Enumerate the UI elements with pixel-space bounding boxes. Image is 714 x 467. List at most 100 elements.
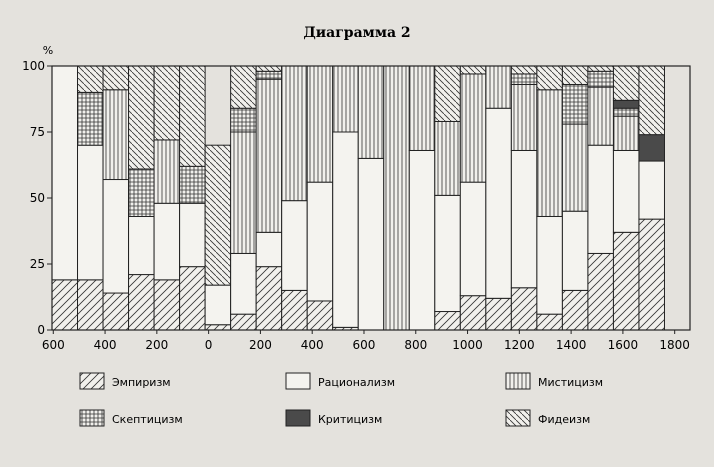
bar-segment-fideism [536, 65, 563, 91]
legend-label-criticism: Критицизм [318, 413, 382, 426]
bar-segment-empiricism [587, 252, 614, 331]
y-axis-label: % [43, 44, 53, 57]
bar-segment-fideism [128, 65, 155, 170]
bar-segment-fideism [153, 65, 181, 141]
bar-segment-mysticism [536, 89, 563, 217]
bar-segment-rationalism [128, 215, 155, 276]
bar-segment-fideism [230, 65, 257, 109]
bar-segment-empiricism [510, 287, 538, 331]
y-tick-label: 25 [30, 257, 45, 271]
x-tick-label: 800 [404, 338, 427, 352]
bar-segment-fideism [561, 65, 589, 85]
bar-segment-empiricism [536, 313, 563, 331]
bar-segment-fideism [102, 65, 130, 91]
x-tick-label: 400 [301, 338, 324, 352]
bar-segment-empiricism [51, 279, 79, 331]
bar-segment-empiricism [77, 279, 104, 331]
bar-segment-empiricism [459, 295, 487, 331]
bar-segment-mysticism [561, 123, 589, 212]
x-tick-label: 1800 [659, 338, 690, 352]
bar-segment-fideism [510, 65, 538, 75]
bar-segment-rationalism [255, 231, 283, 268]
bar-segment-skepticism [179, 165, 206, 204]
legend-swatch-empiricism [79, 372, 105, 390]
x-tick-label: 1600 [608, 338, 639, 352]
bar-segment-mysticism [434, 120, 461, 196]
bar-segment-empiricism [179, 266, 206, 331]
y-tick-label: 75 [30, 125, 45, 139]
bar-segment-empiricism [434, 311, 461, 331]
bar-segment-rationalism [434, 194, 461, 313]
x-tick-label: 600 [42, 338, 65, 352]
bar-segment-rationalism [485, 107, 512, 299]
bar-segment-mysticism [332, 65, 359, 133]
bar-segment-mysticism [230, 131, 257, 254]
bar-segment-fideism [255, 65, 283, 72]
bar-segment-rationalism [281, 200, 308, 291]
legend-label-rationalism: Рационализм [318, 376, 395, 389]
bar-segment-mysticism [306, 65, 334, 183]
bar-segment-empiricism [638, 218, 665, 331]
bar-segment-criticism [638, 134, 665, 162]
bar-segment-empiricism [612, 231, 640, 331]
bar-segment-mysticism [485, 65, 512, 109]
bar-segment-rationalism [77, 144, 104, 281]
x-tick-label: 1200 [504, 338, 535, 352]
bar-segment-mysticism [510, 83, 538, 151]
x-tick-label: 400 [94, 338, 117, 352]
bar-segment-skepticism [230, 107, 257, 133]
bar-segment-skepticism [587, 70, 614, 88]
bar-segment-rationalism [459, 181, 487, 297]
bar-segment-empiricism [306, 300, 334, 331]
axes-layer: 0 25 50 75 100 600 400 200 0 200 400 600 800 1000 1200… [22, 59, 691, 352]
bar-segment-skepticism [77, 91, 104, 146]
x-tick-label: 200 [249, 338, 272, 352]
bar-segment-fideism [587, 65, 614, 72]
bar-segment-rationalism [408, 149, 436, 331]
bar-segment-mysticism [587, 86, 614, 146]
bar-segment-fideism [459, 65, 487, 75]
bar-segment-rationalism [102, 179, 130, 294]
bar-segment-mysticism [102, 89, 130, 181]
y-tick-label: 100 [22, 59, 45, 73]
y-tick-label: 0 [37, 323, 45, 337]
bar-segment-rationalism [332, 131, 359, 328]
bar-segment-skepticism [255, 70, 283, 80]
bar-segment-rationalism [612, 149, 640, 233]
bar-segment-rationalism [587, 144, 614, 254]
bar-segment-fideism [638, 65, 665, 136]
x-tick-label: 1400 [556, 338, 587, 352]
bar-segment-mysticism [612, 115, 640, 151]
bar-segment-rationalism [306, 181, 334, 302]
legend: Эмпиризм Рационализм Мистицизм Скептицизм Кр… [79, 372, 603, 427]
legend-swatch-rationalism [285, 372, 311, 390]
bar-segment-empiricism [281, 289, 308, 331]
bar-segment-skepticism [612, 107, 640, 117]
legend-label-empiricism: Эмпиризм [112, 376, 171, 389]
y-tick-label: 50 [30, 191, 45, 205]
bar-segment-rationalism [179, 202, 206, 268]
bar-segment-fideism [179, 65, 206, 167]
bar-segment-mysticism [459, 73, 487, 183]
bar-segment-skepticism [510, 73, 538, 85]
bar-segment-fideism [204, 144, 232, 286]
x-tick-label: 0 [205, 338, 213, 352]
legend-label-fideism: Фидеизм [538, 413, 590, 426]
legend-label-mysticism: Мистицизм [538, 376, 603, 389]
bar-segment-empiricism [230, 313, 257, 331]
bar-segment-rationalism [51, 65, 79, 281]
legend-label-skepticism: Скептицизм [112, 413, 183, 426]
bar-segment-rationalism [230, 252, 257, 315]
bar-segment-rationalism [153, 202, 181, 281]
legend-swatch-fideism [505, 409, 531, 427]
bar-segment-skepticism [128, 168, 155, 217]
bar-segment-empiricism [204, 324, 232, 331]
bar-segment-rationalism [510, 149, 538, 289]
bar-segment-empiricism [153, 279, 181, 331]
bar-segment-empiricism [255, 266, 283, 331]
bar-segment-fideism [77, 65, 104, 93]
bar-segment-mysticism [281, 65, 308, 202]
bar-segment-rationalism [561, 210, 589, 291]
bar-segment-rationalism [536, 215, 563, 315]
